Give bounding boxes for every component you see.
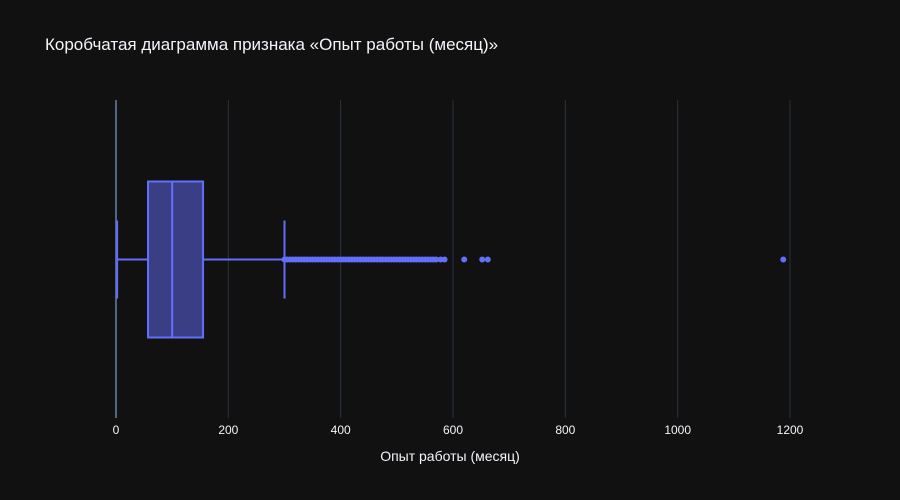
box-trace [116,180,787,339]
x-tick-label: 800 [555,423,575,437]
x-tick-label: 400 [331,423,351,437]
outlier-point [433,256,440,263]
x-tick-label: 1200 [777,423,804,437]
x-tick-label: 200 [218,423,238,437]
x-tick-label: 600 [443,423,463,437]
x-tick-label: 1000 [664,423,691,437]
outlier-point [484,256,491,263]
outlier-point [479,256,486,263]
x-tick-labels: 0 200 400 600 800 1000 1200 [113,423,804,437]
outlier-point [441,256,448,263]
outlier-point [461,256,468,263]
chart-title: Коробчатая диаграмма признака «Опыт рабо… [45,35,498,54]
outlier-point [780,256,787,263]
x-axis-label: Опыт работы (месяц) [380,448,520,464]
x-tick-label: 0 [113,423,120,437]
iqr-box [147,180,205,339]
